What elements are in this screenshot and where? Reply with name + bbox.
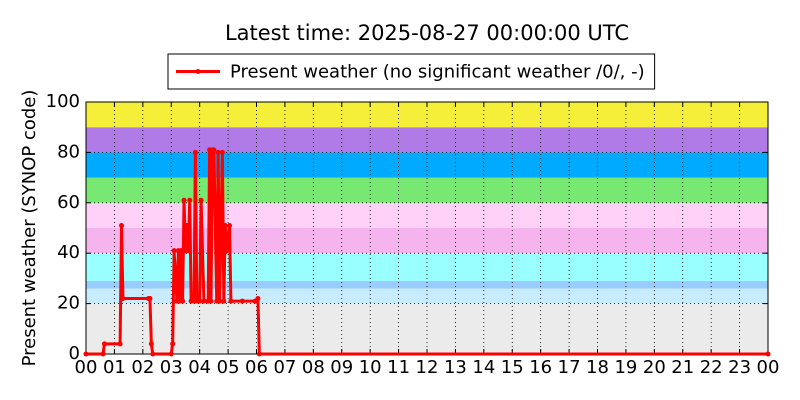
point bbox=[147, 296, 153, 302]
point bbox=[219, 149, 225, 155]
x-tick-label: 00 bbox=[757, 357, 780, 378]
point bbox=[217, 298, 223, 304]
y-tick-label: 0 bbox=[69, 343, 80, 364]
y-tick-label: 100 bbox=[46, 91, 80, 112]
point bbox=[170, 341, 176, 347]
point bbox=[100, 351, 106, 357]
x-tick-label: 01 bbox=[103, 357, 126, 378]
point bbox=[101, 341, 107, 347]
x-tick-label: 15 bbox=[501, 357, 524, 378]
point bbox=[119, 222, 125, 228]
x-tick-label: 21 bbox=[671, 357, 694, 378]
point bbox=[208, 298, 214, 304]
x-tick-label: 07 bbox=[273, 357, 296, 378]
point bbox=[211, 147, 217, 153]
y-axis-label: Present weather (SYNOP code) bbox=[19, 90, 40, 367]
x-tick-label: 23 bbox=[728, 357, 751, 378]
legend-label: Present weather (no significant weather … bbox=[230, 62, 645, 83]
point bbox=[187, 197, 193, 203]
x-tick-label: 02 bbox=[131, 357, 154, 378]
x-tick-label: 09 bbox=[330, 357, 353, 378]
legend-marker bbox=[195, 69, 201, 74]
y-tick-label: 60 bbox=[57, 192, 80, 213]
point bbox=[83, 351, 89, 357]
point bbox=[150, 351, 156, 357]
y-tick-label: 40 bbox=[57, 242, 80, 263]
point bbox=[148, 341, 154, 347]
x-tick-label: 12 bbox=[416, 357, 439, 378]
point bbox=[256, 351, 262, 357]
point bbox=[255, 296, 261, 302]
x-tick-label: 18 bbox=[586, 357, 609, 378]
point bbox=[180, 298, 186, 304]
x-tick-label: 14 bbox=[472, 357, 495, 378]
point bbox=[227, 222, 233, 228]
point bbox=[168, 351, 174, 357]
band bbox=[86, 127, 768, 153]
x-tick-label: 17 bbox=[558, 357, 581, 378]
point bbox=[120, 296, 126, 302]
point bbox=[197, 298, 203, 304]
band bbox=[86, 253, 768, 281]
point bbox=[222, 222, 228, 228]
point bbox=[171, 248, 177, 254]
x-tick-label: 19 bbox=[614, 357, 637, 378]
band bbox=[86, 303, 768, 354]
x-tick-label: 08 bbox=[302, 357, 325, 378]
x-tick-label: 20 bbox=[643, 357, 666, 378]
point bbox=[224, 248, 230, 254]
point bbox=[201, 298, 207, 304]
point bbox=[228, 298, 234, 304]
y-tick-label: 20 bbox=[57, 293, 80, 314]
point bbox=[181, 197, 187, 203]
y-tick-label: 80 bbox=[57, 141, 80, 162]
point bbox=[192, 149, 198, 155]
point bbox=[215, 149, 221, 155]
x-tick-label: 16 bbox=[529, 357, 552, 378]
chart-title: Latest time: 2025-08-27 00:00:00 UTC bbox=[225, 21, 629, 45]
point bbox=[198, 197, 204, 203]
x-tick-label: 22 bbox=[700, 357, 723, 378]
x-tick-label: 11 bbox=[387, 357, 410, 378]
point bbox=[221, 298, 227, 304]
point bbox=[185, 248, 191, 254]
legend-box bbox=[167, 53, 656, 90]
band bbox=[86, 152, 768, 178]
band bbox=[86, 280, 768, 289]
x-tick-label: 10 bbox=[359, 357, 382, 378]
x-tick-label: 03 bbox=[160, 357, 183, 378]
point bbox=[178, 248, 184, 254]
x-tick-label: 00 bbox=[75, 357, 98, 378]
x-tick-label: 05 bbox=[217, 357, 240, 378]
point bbox=[765, 351, 771, 357]
point bbox=[184, 222, 190, 228]
x-tick-label: 04 bbox=[188, 357, 211, 378]
point bbox=[117, 341, 123, 347]
point bbox=[239, 298, 245, 304]
x-tick-label: 13 bbox=[444, 357, 467, 378]
x-tick-label: 06 bbox=[245, 357, 268, 378]
